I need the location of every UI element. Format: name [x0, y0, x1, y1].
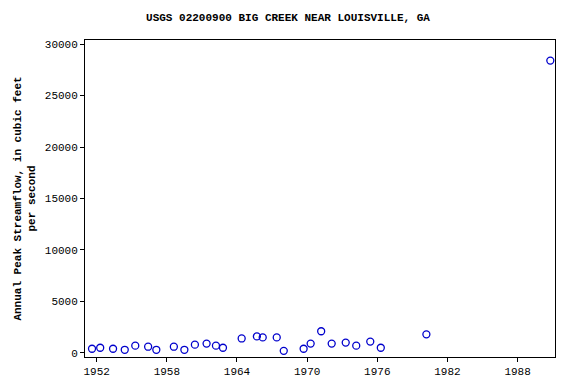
svg-text:1988: 1988	[504, 366, 530, 378]
svg-text:10000: 10000	[45, 245, 78, 257]
svg-text:20000: 20000	[45, 142, 78, 154]
svg-text:1964: 1964	[224, 366, 251, 378]
svg-text:0: 0	[71, 348, 78, 360]
svg-text:USGS 02200900 BIG CREEK NEAR L: USGS 02200900 BIG CREEK NEAR LOUISVILLE,…	[146, 12, 430, 24]
svg-text:5000: 5000	[51, 296, 77, 308]
svg-text:15000: 15000	[45, 193, 78, 205]
svg-text:1958: 1958	[154, 366, 180, 378]
svg-text:1970: 1970	[294, 366, 320, 378]
svg-text:Annual Peak Streamflow, in cub: Annual Peak Streamflow, in cubic feetper…	[12, 76, 38, 320]
svg-text:1976: 1976	[364, 366, 390, 378]
svg-text:1952: 1952	[83, 366, 109, 378]
svg-text:25000: 25000	[45, 90, 78, 102]
svg-text:30000: 30000	[45, 39, 78, 51]
svg-text:1982: 1982	[434, 366, 460, 378]
